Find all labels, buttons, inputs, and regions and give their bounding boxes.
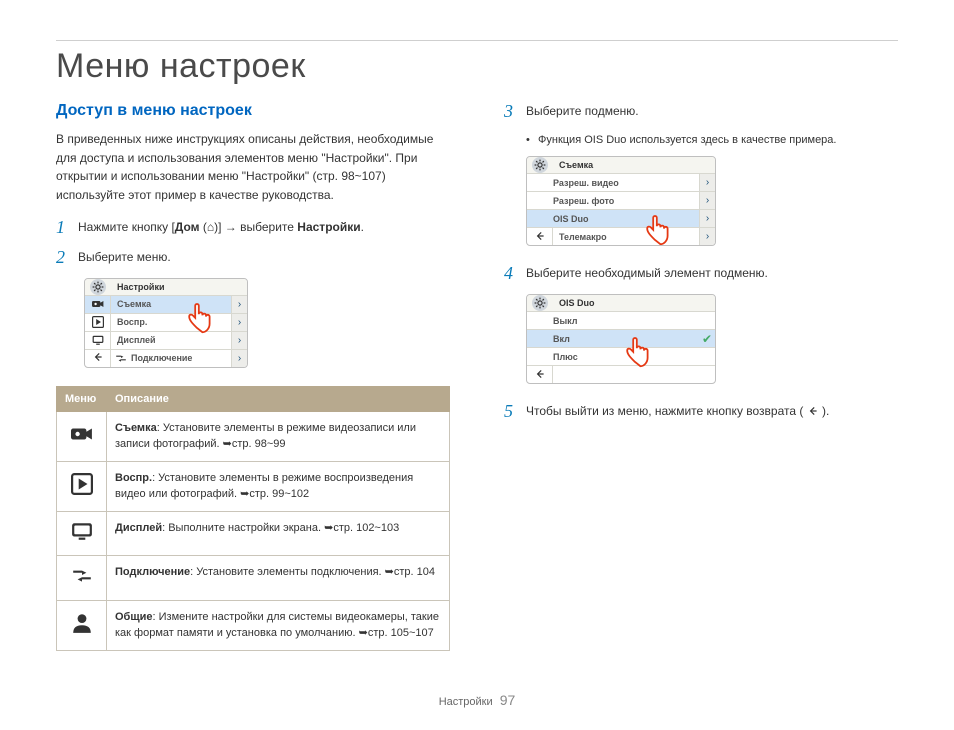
page-footer: Настройки 97	[0, 692, 954, 708]
menu-label: Телемакро	[553, 232, 699, 242]
footer-label: Настройки	[439, 696, 493, 708]
menu-row[interactable]: OIS Duo ›	[527, 209, 715, 227]
menu-row[interactable]: Съемка ›	[85, 295, 247, 313]
step-bold: Дом	[175, 220, 200, 234]
page-title: Меню настроек	[56, 47, 898, 86]
step-number: 3	[504, 102, 518, 122]
menu-row[interactable]: Телемакро ›	[527, 227, 715, 245]
device-header: Настройки	[111, 279, 247, 295]
menu-row[interactable]: Выкл	[527, 311, 715, 329]
chevron-right-icon: ›	[699, 174, 715, 191]
camcorder-icon	[85, 296, 111, 313]
menu-label: OIS Duo	[553, 214, 699, 224]
table-row: Воспр.: Установите элементы в режиме вос…	[57, 461, 450, 511]
menu-label: Вкл	[553, 334, 699, 344]
step-1: 1 Нажмите кнопку [Дом (⌂)] → выберите На…	[56, 218, 450, 238]
step-text-part: )] → выберите	[214, 220, 297, 234]
step-text-part: .	[361, 220, 364, 234]
connect-icon	[57, 556, 107, 601]
table-row: Подключение: Установите элементы подключ…	[57, 556, 450, 601]
chevron-right-icon: ›	[699, 210, 715, 227]
step-bullet: Функция OIS Duo используется здесь в кач…	[526, 132, 898, 149]
table-row: Дисплей: Выполните настройки экрана. ➥ст…	[57, 511, 450, 556]
table-desc: Подключение: Установите элементы подключ…	[107, 556, 450, 601]
menu-label: Дисплей	[111, 335, 231, 345]
menu-label: Съемка	[111, 299, 231, 309]
menu-label: Подключение	[131, 353, 231, 363]
chevron-right-icon: ›	[231, 314, 247, 331]
menu-row[interactable]: Воспр. ›	[85, 313, 247, 331]
chevron-right-icon: ›	[231, 350, 247, 367]
menu-label: Выкл	[553, 316, 715, 326]
intro-text: В приведенных ниже инструкциях описаны д…	[56, 130, 450, 204]
menu-row[interactable]: Дисплей ›	[85, 331, 247, 349]
page-number: 97	[500, 692, 516, 708]
step-bold: Настройки	[297, 220, 360, 234]
device-header: OIS Duo	[553, 295, 715, 311]
table-desc: Воспр.: Установите элементы в режиме вос…	[107, 461, 450, 511]
play-icon	[85, 314, 111, 331]
device-header: Съемка	[553, 157, 715, 173]
chevron-right-icon: ›	[699, 192, 715, 209]
connect-icon	[111, 350, 131, 367]
display-icon	[57, 511, 107, 556]
chevron-right-icon: ›	[231, 332, 247, 349]
table-desc: Общие: Измените настройки для системы ви…	[107, 600, 450, 650]
device-mock-settings: Настройки Съемка › Воспр. › Дисплей ›	[84, 278, 248, 368]
menu-row[interactable]: Подключение ›	[85, 349, 247, 367]
table-header: Меню	[57, 386, 107, 411]
menu-row[interactable]: Вкл ✔	[527, 329, 715, 347]
back-icon[interactable]	[534, 230, 546, 244]
table-row: Общие: Измените настройки для системы ви…	[57, 600, 450, 650]
gear-icon	[90, 279, 106, 295]
menu-description-table: Меню Описание Съемка: Установите элемент…	[56, 386, 450, 651]
device-mock-oisduo: OIS Duo Выкл Вкл ✔ Плюс	[526, 294, 716, 384]
step-text: Выберите подменю.	[526, 102, 898, 122]
menu-label: Разреш. фото	[553, 196, 699, 206]
menu-label: Плюс	[553, 352, 715, 362]
camcorder-icon	[57, 411, 107, 461]
step-text: Выберите необходимый элемент подменю.	[526, 264, 898, 284]
back-icon	[807, 404, 819, 418]
check-icon: ✔	[699, 330, 715, 347]
play-icon	[57, 461, 107, 511]
back-icon[interactable]	[534, 368, 546, 382]
gear-icon	[532, 295, 548, 311]
step-text-part: ).	[819, 404, 830, 418]
device-mock-shooting: Съемка Разреш. видео › Разреш. фото › OI…	[526, 156, 716, 246]
step-text-part: Нажмите кнопку [	[78, 220, 175, 234]
gear-icon	[532, 157, 548, 173]
back-icon[interactable]	[92, 351, 104, 365]
menu-label: Разреш. видео	[553, 178, 699, 188]
step-number: 2	[56, 248, 70, 268]
table-desc: Съемка: Установите элементы в режиме вид…	[107, 411, 450, 461]
step-text: Выберите меню.	[78, 248, 450, 268]
menu-row[interactable]: Плюс	[527, 347, 715, 365]
step-number: 4	[504, 264, 518, 284]
user-icon	[57, 600, 107, 650]
step-4: 4 Выберите необходимый элемент подменю.	[504, 264, 898, 284]
step-number: 5	[504, 402, 518, 422]
chevron-right-icon: ›	[231, 296, 247, 313]
step-text-part: Чтобы выйти из меню, нажмите кнопку возв…	[526, 404, 807, 418]
section-title: Доступ в меню настроек	[56, 102, 450, 120]
table-header-row: Меню Описание	[57, 386, 450, 411]
menu-label: Воспр.	[111, 317, 231, 327]
table-header: Описание	[107, 386, 450, 411]
menu-row[interactable]: Разреш. фото ›	[527, 191, 715, 209]
chevron-right-icon: ›	[699, 228, 715, 245]
step-2: 2 Выберите меню.	[56, 248, 450, 268]
menu-row[interactable]: Разреш. видео ›	[527, 173, 715, 191]
menu-row	[527, 365, 715, 383]
step-5: 5 Чтобы выйти из меню, нажмите кнопку во…	[504, 402, 898, 422]
table-desc: Дисплей: Выполните настройки экрана. ➥ст…	[107, 511, 450, 556]
table-row: Съемка: Установите элементы в режиме вид…	[57, 411, 450, 461]
step-3: 3 Выберите подменю.	[504, 102, 898, 122]
display-icon	[85, 332, 111, 349]
step-number: 1	[56, 218, 70, 238]
step-text-part: (	[200, 220, 207, 234]
